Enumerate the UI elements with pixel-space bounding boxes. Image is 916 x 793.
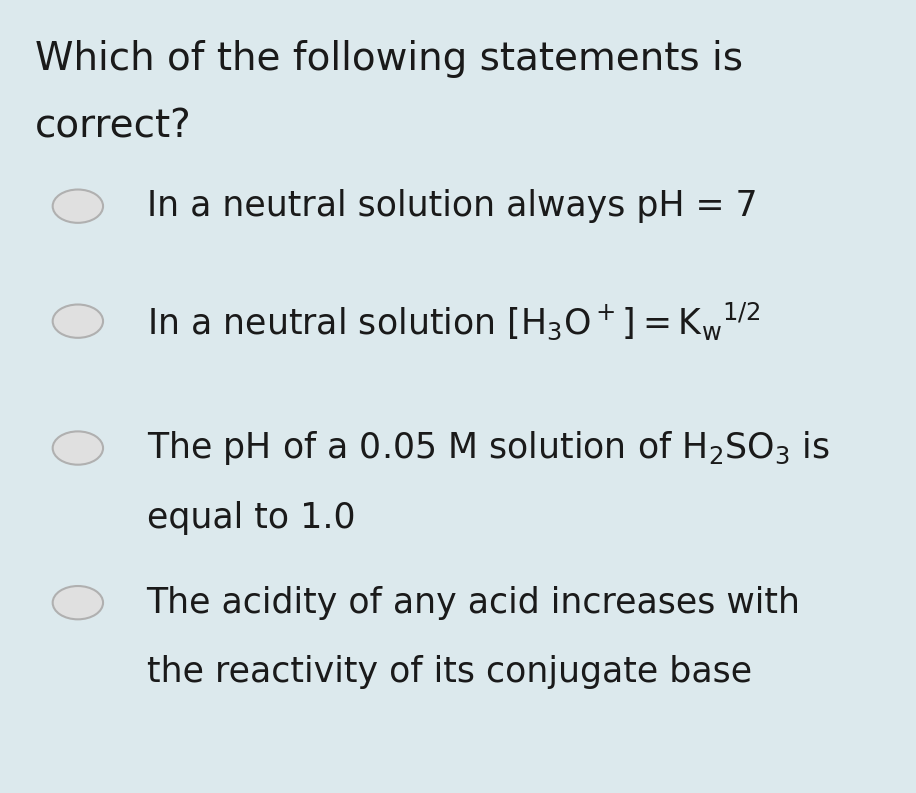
Ellipse shape <box>52 190 103 223</box>
Text: In a neutral solution $[\mathrm{H_3O^+}] = \mathrm{K_w}^{1/2}$: In a neutral solution $[\mathrm{H_3O^+}]… <box>147 301 759 342</box>
Ellipse shape <box>52 305 103 338</box>
Text: The pH of a 0.05 M solution of $\mathrm{H_2SO_3}$ is: The pH of a 0.05 M solution of $\mathrm{… <box>147 429 829 467</box>
Text: equal to 1.0: equal to 1.0 <box>147 501 355 534</box>
Ellipse shape <box>52 586 103 619</box>
Text: Which of the following statements is: Which of the following statements is <box>35 40 743 78</box>
Text: In a neutral solution always pH = 7: In a neutral solution always pH = 7 <box>147 190 758 223</box>
Text: The acidity of any acid increases with: The acidity of any acid increases with <box>147 586 801 619</box>
Text: the reactivity of its conjugate base: the reactivity of its conjugate base <box>147 656 752 689</box>
Text: correct?: correct? <box>35 107 191 145</box>
Ellipse shape <box>52 431 103 465</box>
